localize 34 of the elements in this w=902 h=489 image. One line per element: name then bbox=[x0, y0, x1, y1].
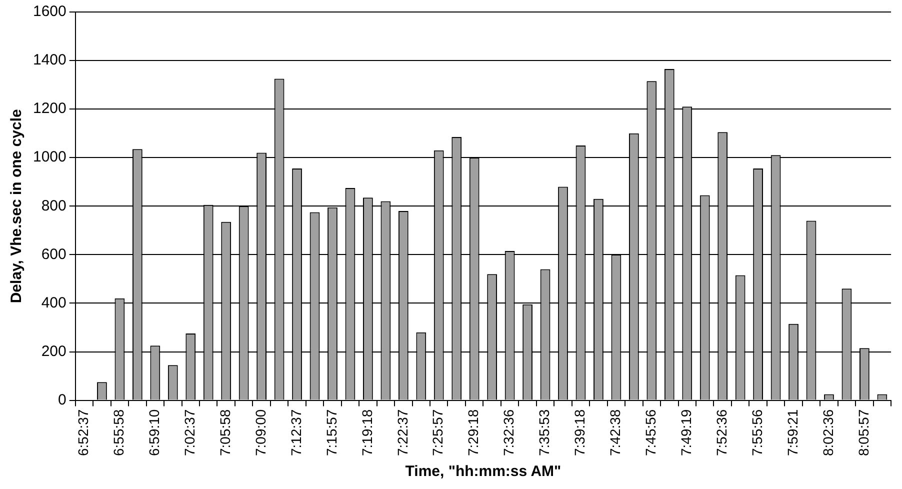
x-tick-label: 7:59:21 bbox=[784, 409, 800, 456]
y-tick-label: 1000 bbox=[32, 148, 66, 166]
y-tick-label: 1400 bbox=[32, 52, 66, 69]
x-tick-label: 6:55:58 bbox=[110, 409, 127, 456]
x-axis-title: Time, "hh:mm:ss AM" bbox=[405, 463, 562, 480]
x-tick-label: 7:29:18 bbox=[465, 409, 482, 456]
x-tick-label: 7:25:57 bbox=[430, 409, 446, 456]
y-tick-label: 1600 bbox=[32, 3, 66, 20]
x-tick-label: 8:02:36 bbox=[820, 409, 836, 456]
x-tick-label: 7:19:18 bbox=[358, 409, 375, 456]
x-tick-label: 6:52:37 bbox=[75, 409, 92, 456]
x-tick-label: 7:39:18 bbox=[572, 409, 588, 456]
x-tick-label: 7:49:19 bbox=[678, 409, 694, 456]
x-tick-label: 6:59:10 bbox=[146, 409, 162, 456]
y-tick-label: 400 bbox=[41, 294, 66, 312]
x-tick-label: 7:52:36 bbox=[713, 409, 730, 456]
x-tick-label: 7:45:56 bbox=[642, 409, 659, 456]
x-tick-label: 7:35:53 bbox=[536, 409, 552, 456]
x-tick-label: 7:32:36 bbox=[500, 409, 517, 456]
y-tick-label: 600 bbox=[41, 246, 66, 263]
y-axis-title: Delay, Vhe.sec in one cycle bbox=[8, 109, 26, 304]
x-tick-label: 7:02:37 bbox=[181, 409, 198, 456]
x-tick-label: 8:05:57 bbox=[855, 409, 872, 456]
x-tick-label: 7:42:38 bbox=[607, 409, 624, 456]
x-tick-label: 7:22:37 bbox=[394, 409, 410, 456]
x-tick-label: 7:12:37 bbox=[288, 409, 304, 456]
y-tick-label: 200 bbox=[41, 342, 66, 360]
y-tick-label: 0 bbox=[58, 391, 66, 408]
y-tick-label: 1200 bbox=[32, 100, 66, 118]
x-tick-label: 7:05:58 bbox=[216, 409, 233, 456]
x-tick-label: 7:15:57 bbox=[323, 409, 340, 456]
x-tick-label: 7:09:00 bbox=[252, 409, 268, 456]
x-tick-label: 7:55:56 bbox=[748, 409, 765, 456]
y-tick-label: 800 bbox=[41, 197, 66, 214]
